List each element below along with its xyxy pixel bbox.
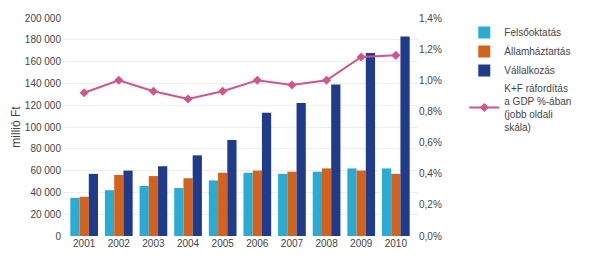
svg-text:120 000: 120 000 [25,100,62,111]
svg-text:Felsőoktatás: Felsőoktatás [504,27,561,38]
svg-text:200 000: 200 000 [25,13,62,24]
svg-text:40 000: 40 000 [30,187,61,198]
svg-text:2001: 2001 [73,238,96,249]
svg-text:180 000: 180 000 [25,34,62,45]
svg-text:Államháztartás: Államháztartás [504,45,570,57]
svg-text:20 000: 20 000 [30,209,61,220]
svg-text:0,2%: 0,2% [419,199,442,210]
svg-text:2006: 2006 [246,238,269,249]
svg-text:2008: 2008 [315,238,338,249]
svg-text:Vállalkozás: Vállalkozás [504,65,555,76]
svg-text:2004: 2004 [177,238,200,249]
svg-text:0,6%: 0,6% [419,137,442,148]
svg-text:0,0%: 0,0% [419,231,442,242]
svg-text:K+F ráfordítása GDP %-ában(job: K+F ráfordítása GDP %-ában(jobb oldalisk… [504,83,571,133]
svg-text:2007: 2007 [281,238,304,249]
svg-text:80 000: 80 000 [30,143,61,154]
svg-text:60 000: 60 000 [30,165,61,176]
svg-text:1,4%: 1,4% [419,13,442,24]
svg-text:2002: 2002 [108,238,131,249]
svg-text:0,4%: 0,4% [419,168,442,179]
svg-text:140 000: 140 000 [25,78,62,89]
svg-text:2009: 2009 [350,238,373,249]
svg-text:0,8%: 0,8% [419,106,442,117]
svg-text:1,2%: 1,2% [419,44,442,55]
svg-text:2010: 2010 [385,238,408,249]
svg-text:1,0%: 1,0% [419,75,442,86]
svg-text:millió Ft: millió Ft [9,106,23,148]
svg-text:2005: 2005 [212,238,235,249]
svg-text:160 000: 160 000 [25,56,62,67]
svg-text:2003: 2003 [142,238,165,249]
svg-text:100 000: 100 000 [25,122,62,133]
svg-text:0: 0 [55,231,61,242]
